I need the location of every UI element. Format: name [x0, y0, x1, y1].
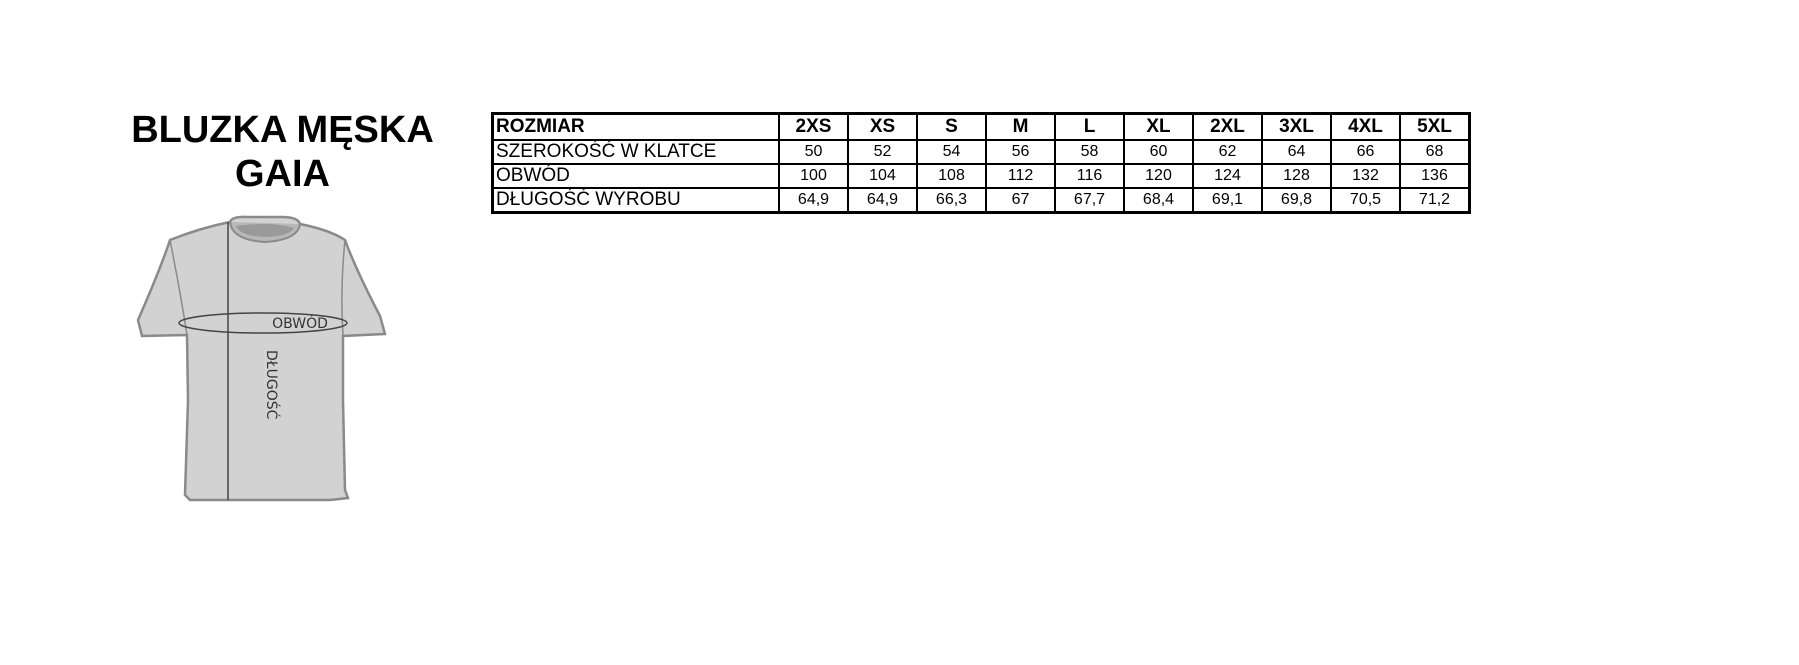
header-cell: 4XL: [1330, 112, 1401, 141]
table-cell: 68,4: [1123, 187, 1194, 214]
table-cell: 108: [916, 163, 987, 189]
table-cell: 60: [1123, 139, 1194, 165]
table-cell: 56: [985, 139, 1056, 165]
row-label: OBWÓD: [491, 163, 780, 189]
table-cell: 66,3: [916, 187, 987, 214]
table-cell: 50: [778, 139, 849, 165]
table-cell: 120: [1123, 163, 1194, 189]
header-cell: 2XL: [1192, 112, 1263, 141]
table-row: OBWÓD 100 104 108 112 116 120 124 128 132 136: [491, 163, 1471, 189]
table-cell: 70,5: [1330, 187, 1401, 214]
table-cell: 128: [1261, 163, 1332, 189]
table-cell: 71,2: [1399, 187, 1471, 214]
table-cell: 116: [1054, 163, 1125, 189]
table-cell: 69,8: [1261, 187, 1332, 214]
product-title: BLUZKA MĘSKA GAIA: [131, 109, 434, 195]
table-header-row: ROZMIAR 2XS XS S M L XL 2XL 3XL 4XL 5XL: [491, 112, 1471, 141]
header-cell: 3XL: [1261, 112, 1332, 141]
girth-label: OBWÓD: [272, 314, 328, 332]
length-label: DŁUGOŚĆ: [263, 350, 281, 420]
table-cell: 52: [847, 139, 918, 165]
table-cell: 100: [778, 163, 849, 189]
row-label: SZEROKOŚĆ W KLATCE: [491, 139, 780, 165]
table-cell: 67: [985, 187, 1056, 214]
header-cell: 2XS: [778, 112, 849, 141]
table-cell: 64,9: [847, 187, 918, 214]
header-cell: 5XL: [1399, 112, 1471, 141]
table-cell: 112: [985, 163, 1056, 189]
size-table: ROZMIAR 2XS XS S M L XL 2XL 3XL 4XL 5XL …: [491, 112, 1471, 214]
table-cell: 66: [1330, 139, 1401, 165]
header-cell: S: [916, 112, 987, 141]
table-cell: 64: [1261, 139, 1332, 165]
table-cell: 132: [1330, 163, 1401, 189]
table-cell: 54: [916, 139, 987, 165]
tshirt-measurement-diagram: OBWÓD DŁUGOŚĆ: [136, 215, 387, 502]
table-cell: 136: [1399, 163, 1471, 189]
table-cell: 64,9: [778, 187, 849, 214]
header-cell: ROZMIAR: [491, 112, 780, 141]
table-row: DŁUGOŚĆ WYROBU 64,9 64,9 66,3 67 67,7 68,4 69,1…: [491, 187, 1471, 214]
table-cell: 68: [1399, 139, 1471, 165]
header-cell: L: [1054, 112, 1125, 141]
table-row: SZEROKOŚĆ W KLATCE 50 52 54 56 58 60 62 64 66 68: [491, 139, 1471, 165]
header-cell: M: [985, 112, 1056, 141]
table-cell: 104: [847, 163, 918, 189]
header-cell: XL: [1123, 112, 1194, 141]
row-label: DŁUGOŚĆ WYROBU: [491, 187, 780, 214]
table-cell: 58: [1054, 139, 1125, 165]
table-cell: 124: [1192, 163, 1263, 189]
header-cell: XS: [847, 112, 918, 141]
table-cell: 62: [1192, 139, 1263, 165]
table-cell: 69,1: [1192, 187, 1263, 214]
table-cell: 67,7: [1054, 187, 1125, 214]
